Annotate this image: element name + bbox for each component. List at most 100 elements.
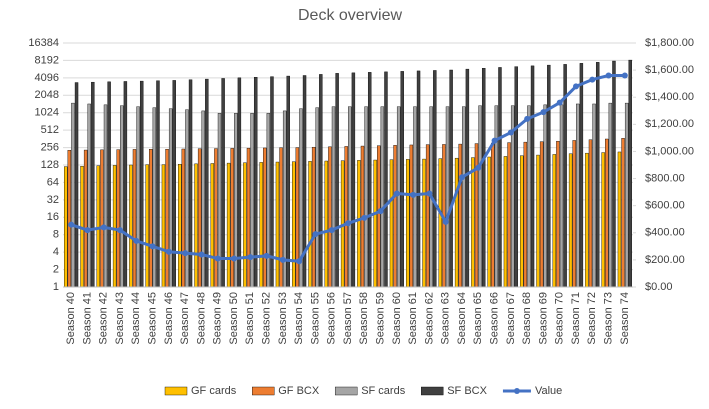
bar: [139, 80, 144, 288]
x-tick-label: Season 66: [488, 292, 500, 345]
bar: [286, 75, 290, 288]
y-tick-label: 16: [47, 211, 59, 223]
bar: [471, 157, 475, 288]
y2-tick-label: $1,800.00: [645, 37, 694, 49]
chart-title: Deck overview: [298, 7, 402, 24]
bar: [328, 146, 332, 288]
bar: [319, 74, 323, 288]
legend-label: GF cards: [191, 385, 237, 397]
x-tick-label: Season 73: [602, 292, 614, 345]
bar: [295, 147, 300, 288]
bar: [132, 149, 137, 288]
line-marker: [117, 227, 123, 234]
bar: [425, 144, 430, 288]
bar: [308, 161, 312, 288]
bar: [185, 109, 189, 288]
line-marker: [345, 220, 351, 227]
line-marker: [198, 251, 205, 258]
bar: [116, 149, 120, 288]
x-tick-label: Season 69: [537, 292, 549, 345]
bar: [527, 105, 531, 288]
line-marker: [214, 255, 221, 262]
bar: [149, 148, 153, 288]
bar: [536, 154, 540, 288]
bar: [331, 106, 336, 288]
bar: [243, 162, 247, 288]
bar: [624, 102, 629, 288]
bar: [129, 164, 133, 288]
bar: [481, 68, 486, 288]
bar: [592, 103, 596, 288]
bar: [445, 106, 450, 288]
y-tick-label: 128: [41, 159, 59, 171]
y2-tick-label: $600.00: [645, 200, 685, 212]
bar: [458, 143, 462, 288]
bar: [246, 147, 251, 288]
line-marker: [573, 83, 579, 90]
y2-tick-label: $1,000.00: [645, 145, 694, 157]
line-marker: [491, 137, 498, 144]
bar: [344, 146, 348, 288]
bar: [364, 106, 368, 288]
bar: [585, 152, 589, 288]
bar: [556, 140, 560, 288]
x-tick-label: Season 59: [374, 292, 386, 345]
bar: [520, 155, 524, 288]
x-tick-label: Season 41: [81, 292, 93, 345]
bar: [64, 166, 68, 288]
bar: [530, 65, 535, 288]
y-tick-label: 4: [53, 246, 59, 258]
line-marker: [296, 258, 303, 265]
line-marker: [165, 248, 172, 255]
x-tick-label: Season 43: [114, 292, 126, 345]
bar: [120, 105, 124, 288]
line-marker: [377, 208, 384, 215]
bar: [263, 147, 267, 288]
bar: [266, 113, 271, 288]
bar: [576, 103, 580, 288]
bar: [617, 151, 622, 288]
bar: [230, 148, 234, 288]
y-tick-label: 64: [47, 176, 59, 188]
bar: [462, 106, 466, 288]
y2-tick-label: $1,200.00: [645, 118, 694, 130]
bar: [380, 106, 385, 288]
x-tick-label: Season 62: [423, 292, 435, 345]
bar: [156, 80, 160, 288]
bar: [552, 154, 557, 288]
line-marker: [621, 72, 628, 79]
bar: [250, 113, 254, 288]
x-tick-label: Season 40: [65, 292, 77, 345]
x-tick-label: Season 45: [146, 292, 158, 345]
bar: [449, 69, 453, 288]
bar: [384, 71, 388, 288]
bar: [197, 148, 202, 288]
bar: [514, 66, 518, 288]
x-tick-label: Season 50: [228, 292, 240, 345]
y-tick-label: 2: [53, 263, 59, 275]
x-tick-label: Season 54: [293, 292, 305, 345]
bar: [107, 81, 111, 288]
y-tick-label: 8192: [35, 54, 59, 66]
x-tick-label: Season 61: [407, 292, 419, 345]
line-marker: [475, 164, 482, 171]
bar: [178, 164, 182, 288]
x-tick-label: Season 51: [244, 292, 256, 345]
line-marker: [231, 255, 237, 262]
bar: [396, 106, 401, 288]
y-tick-label: 1024: [35, 107, 59, 119]
bar: [152, 107, 157, 288]
y-tick-label: 512: [41, 124, 59, 136]
x-tick-label: Season 42: [98, 292, 110, 345]
x-tick-label: Season 44: [130, 292, 142, 345]
legend-label: SF BCX: [447, 385, 487, 397]
bar: [210, 163, 215, 288]
bar: [621, 138, 625, 288]
bar: [67, 150, 72, 288]
line-marker: [361, 214, 368, 221]
line-marker: [524, 115, 531, 122]
x-tick-label: Season 56: [326, 292, 338, 345]
line-marker: [605, 72, 612, 79]
line-marker: [149, 243, 156, 250]
x-tick-label: Season 65: [472, 292, 484, 345]
